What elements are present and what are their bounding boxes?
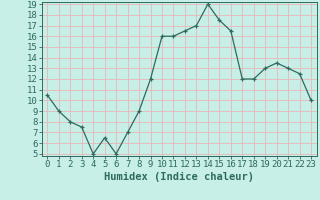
- X-axis label: Humidex (Indice chaleur): Humidex (Indice chaleur): [104, 172, 254, 182]
